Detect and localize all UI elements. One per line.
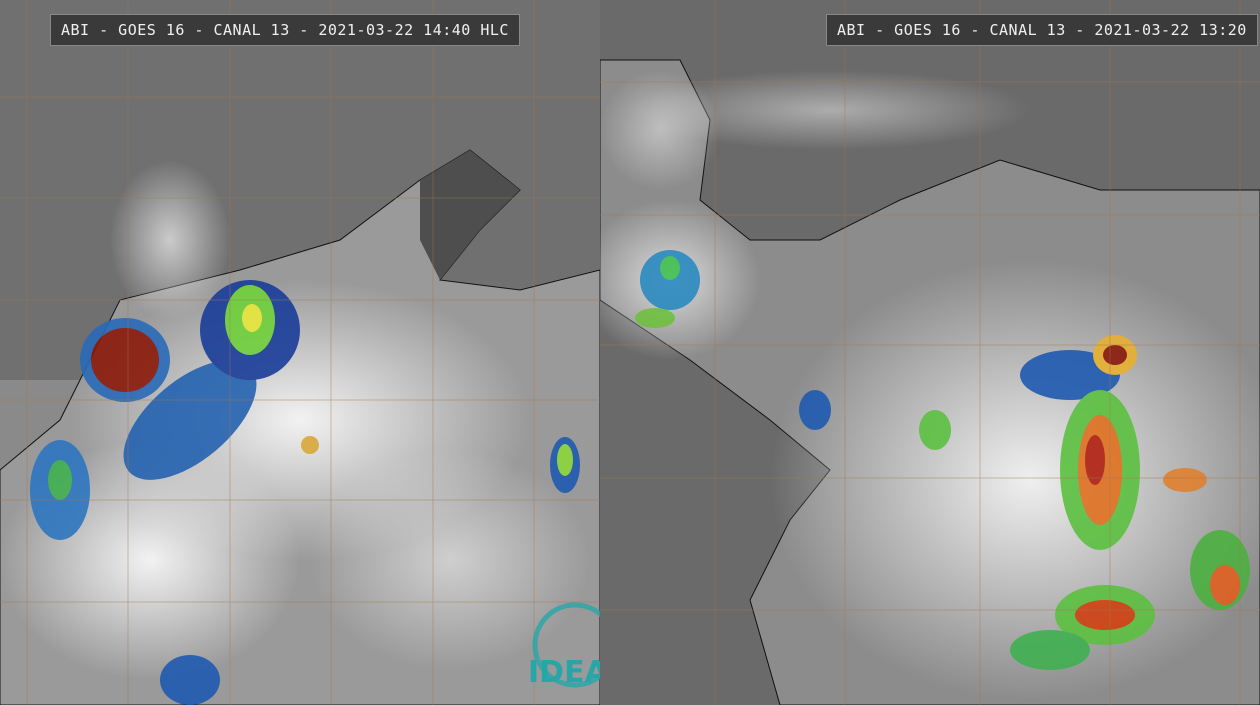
satellite-image xyxy=(0,0,600,705)
logo: IDEAM xyxy=(528,655,600,690)
satellite-image xyxy=(600,0,1260,705)
panel-label: ABI - GOES 16 - CANAL 13 - 2021-03-22 14… xyxy=(50,14,520,46)
panel-label: ABI - GOES 16 - CANAL 13 - 2021-03-22 13… xyxy=(826,14,1258,46)
satellite-panel: ABI - GOES 16 - CANAL 13 - 2021-03-22 14… xyxy=(0,0,600,705)
satellite-panel: ABI - GOES 16 - CANAL 13 - 2021-03-22 13… xyxy=(600,0,1260,705)
